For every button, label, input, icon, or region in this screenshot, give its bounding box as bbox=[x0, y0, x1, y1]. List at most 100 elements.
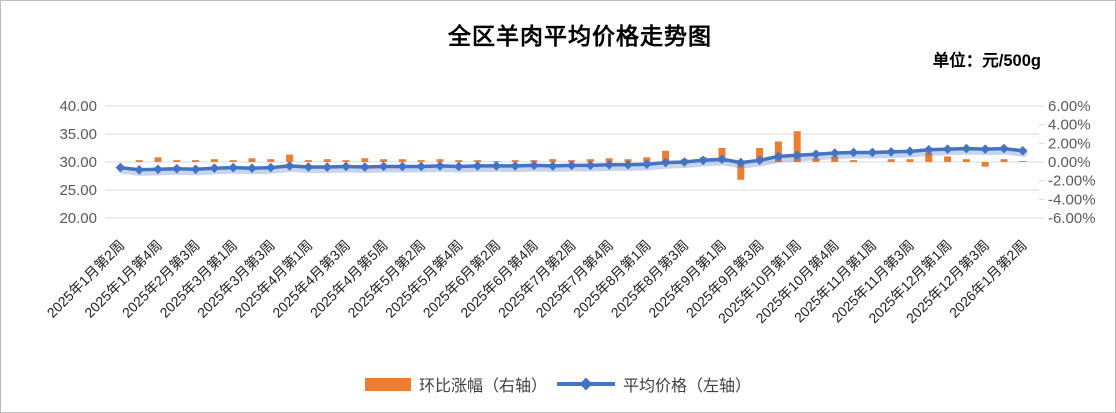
pct-change-bar bbox=[850, 160, 858, 162]
price-marker-diamond bbox=[209, 163, 220, 173]
price-marker-diamond bbox=[773, 151, 784, 162]
pct-change-bar bbox=[944, 156, 952, 162]
price-marker-diamond bbox=[378, 161, 389, 172]
left-axis-tick-label: 20.00 bbox=[59, 210, 97, 227]
pct-change-bar bbox=[135, 160, 143, 162]
left-axis-tick-label: 40.00 bbox=[59, 98, 97, 115]
price-marker-diamond bbox=[134, 165, 144, 175]
price-marker-diamond bbox=[736, 157, 746, 168]
price-marker-diamond bbox=[698, 155, 708, 166]
combo-chart-plot: 40.00 35.00 30.00 25.00 20.00 6.00% 4.00%2.00%… bbox=[44, 98, 1096, 326]
price-marker-diamond bbox=[190, 164, 201, 175]
left-axis-tick-label: 35.00 bbox=[59, 126, 97, 143]
price-marker-diamond bbox=[172, 163, 182, 174]
price-marker-diamond bbox=[886, 147, 896, 157]
price-marker-diamond bbox=[472, 161, 483, 171]
diamond-marker-icon bbox=[579, 377, 593, 391]
price-marker-diamond bbox=[999, 143, 1009, 154]
legend-item-avg-price: 平均价格（左轴） bbox=[557, 372, 751, 396]
pct-change-bar bbox=[210, 159, 218, 162]
price-marker-diamond bbox=[754, 155, 765, 166]
price-marker-diamond bbox=[604, 160, 614, 170]
price-marker-diamond bbox=[454, 161, 464, 172]
price-marker-diamond bbox=[924, 144, 934, 155]
pct-change-bar bbox=[756, 148, 764, 162]
price-marker-diamond bbox=[848, 147, 859, 158]
price-marker-diamond bbox=[322, 162, 332, 172]
price-marker-diamond bbox=[867, 147, 878, 158]
line-swatch-icon bbox=[557, 377, 615, 391]
pct-change-bar bbox=[831, 156, 839, 162]
pct-change-bar bbox=[417, 160, 425, 162]
price-marker-diamond bbox=[153, 164, 163, 175]
price-marker-diamond bbox=[491, 161, 502, 171]
right-axis-labels: 6.00% 4.00%2.00% 0.00% -2.00%-4.00% -6.00% bbox=[1039, 98, 1096, 227]
price-marker-diamond bbox=[792, 150, 802, 161]
pct-change-bar bbox=[173, 160, 181, 162]
left-axis-labels: 40.00 35.00 30.00 25.00 20.00 bbox=[59, 98, 97, 227]
pct-change-bar bbox=[455, 160, 463, 162]
price-marker-diamond bbox=[529, 160, 539, 171]
left-axis-tick-label: 30.00 bbox=[59, 154, 97, 171]
legend-item-pct-change: 环比涨幅（右轴） bbox=[364, 372, 547, 396]
price-marker-diamond bbox=[303, 162, 314, 172]
price-marker-diamond bbox=[247, 163, 257, 173]
price-marker-diamond bbox=[679, 157, 690, 167]
pct-change-bar bbox=[962, 159, 970, 162]
price-marker-diamond bbox=[115, 162, 126, 173]
gridlines bbox=[106, 105, 1039, 219]
right-axis-tick-label: 2.00% bbox=[1048, 135, 1091, 152]
pct-change-bar bbox=[267, 159, 275, 162]
pct-change-bar bbox=[662, 150, 670, 162]
price-marker-diamond bbox=[961, 143, 972, 154]
pct-change-bar bbox=[812, 158, 820, 162]
price-marker-diamond bbox=[717, 154, 727, 164]
bar-swatch-icon bbox=[364, 377, 411, 391]
right-axis-tick-label: -2.00% bbox=[1048, 173, 1096, 190]
price-marker-diamond bbox=[980, 144, 990, 154]
price-marker-diamond bbox=[566, 160, 577, 171]
price-marker-diamond bbox=[435, 161, 445, 171]
unit-label: 单位：元/500g bbox=[932, 52, 1041, 70]
price-marker-diamond bbox=[360, 162, 370, 172]
legend-label-avg-price: 平均价格（左轴） bbox=[623, 378, 752, 395]
right-axis-tick-label: 4.00% bbox=[1048, 117, 1091, 134]
price-marker-diamond bbox=[623, 160, 633, 170]
pct-change-bar bbox=[398, 159, 406, 162]
x-axis-labels: 2025年1月第2周2025年1月第4周2025年2月第3周2025年3月第1周… bbox=[44, 237, 1030, 326]
chart-title: 全区羊肉平均价格走势图 bbox=[448, 23, 712, 49]
pct-change-bar bbox=[192, 160, 200, 162]
price-marker-diamond bbox=[811, 149, 821, 159]
right-axis-tick-label: 0.00% bbox=[1048, 154, 1091, 171]
pct-change-bar bbox=[925, 152, 933, 162]
price-marker-diamond bbox=[905, 146, 915, 157]
price-marker-diamond bbox=[660, 157, 671, 168]
right-axis-tick-label: -4.00% bbox=[1048, 191, 1096, 208]
price-marker-diamond bbox=[416, 161, 426, 172]
pct-change-bar bbox=[229, 160, 237, 162]
pct-change-bar bbox=[154, 157, 162, 162]
price-marker-diamond bbox=[341, 161, 351, 172]
price-marker-diamond bbox=[585, 160, 596, 171]
pct-change-bar bbox=[323, 159, 331, 162]
pct-change-bar bbox=[436, 159, 444, 162]
pct-change-bar bbox=[737, 162, 745, 180]
right-axis-tick-label: 6.00% bbox=[1048, 98, 1091, 115]
pct-change-bar bbox=[286, 154, 294, 162]
pct-change-bar bbox=[304, 160, 312, 162]
pct-change-bar bbox=[1019, 161, 1027, 162]
price-marker-diamond bbox=[830, 148, 840, 158]
price-marker-diamond bbox=[548, 161, 558, 171]
pct-change-bar bbox=[906, 159, 914, 162]
price-marker-diamond bbox=[284, 161, 295, 171]
price-marker-diamond bbox=[642, 159, 652, 170]
price-marker-diamond bbox=[397, 161, 408, 172]
legend-label-pct-change: 环比涨幅（右轴） bbox=[418, 378, 547, 395]
pct-change-bar bbox=[474, 160, 482, 162]
pct-change-bar bbox=[342, 160, 350, 162]
pct-change-bar bbox=[361, 158, 369, 162]
price-marker-diamond bbox=[942, 144, 953, 154]
pct-change-bar bbox=[511, 160, 519, 162]
pct-change-bar bbox=[248, 158, 256, 162]
